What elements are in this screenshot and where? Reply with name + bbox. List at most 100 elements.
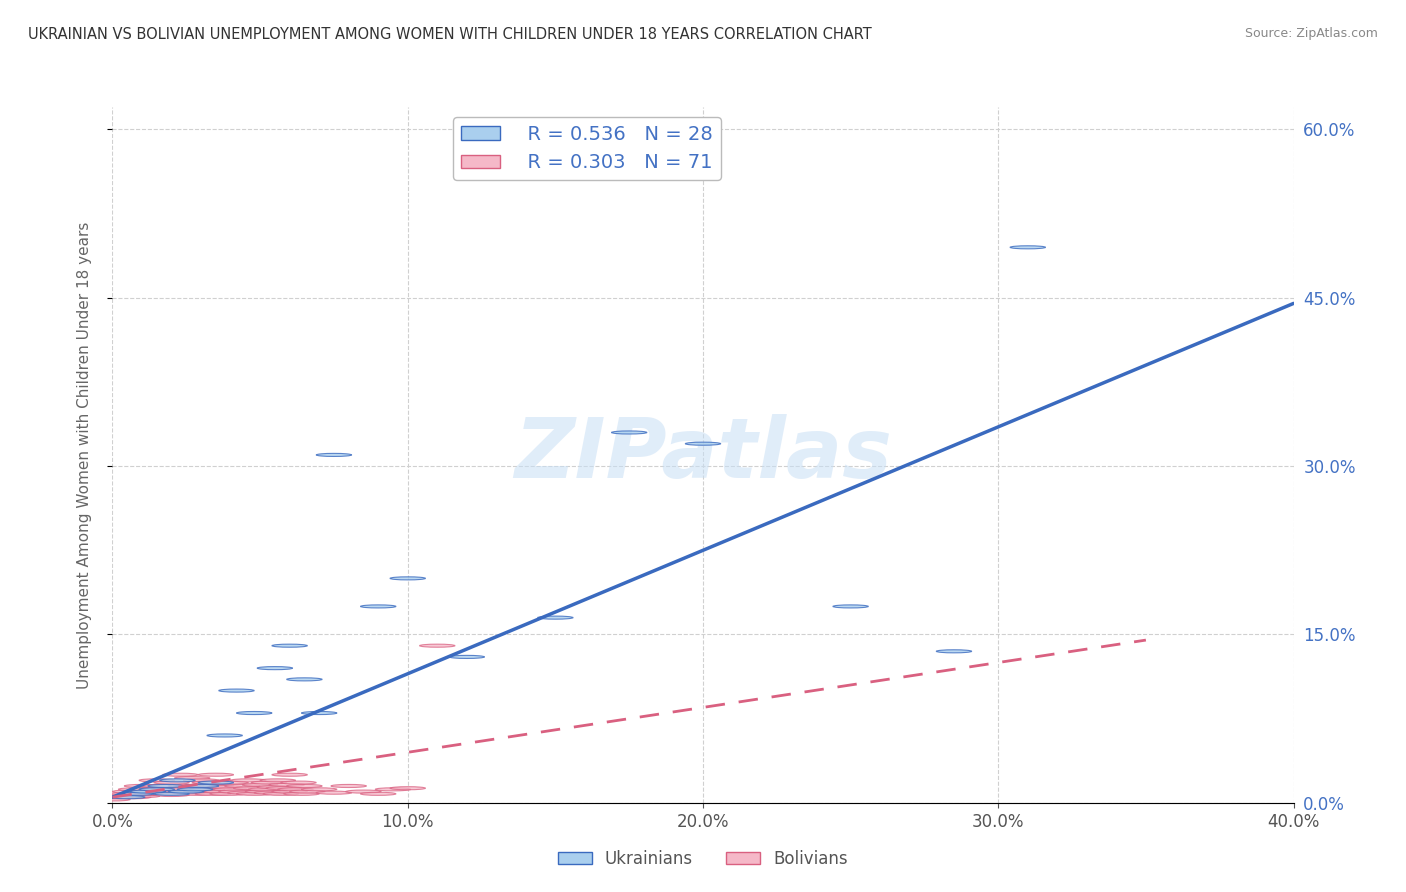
Ellipse shape	[936, 649, 972, 653]
Ellipse shape	[389, 577, 426, 580]
Ellipse shape	[287, 678, 322, 681]
Ellipse shape	[233, 787, 269, 789]
Ellipse shape	[131, 790, 166, 793]
Ellipse shape	[375, 788, 411, 791]
Ellipse shape	[118, 792, 153, 796]
Ellipse shape	[153, 793, 190, 797]
Ellipse shape	[537, 616, 574, 619]
Ellipse shape	[195, 792, 231, 796]
Text: ZIPatlas: ZIPatlas	[515, 415, 891, 495]
Ellipse shape	[163, 773, 198, 776]
Ellipse shape	[249, 788, 284, 791]
Text: UKRAINIAN VS BOLIVIAN UNEMPLOYMENT AMONG WOMEN WITH CHILDREN UNDER 18 YEARS CORR: UKRAINIAN VS BOLIVIAN UNEMPLOYMENT AMONG…	[28, 27, 872, 42]
Ellipse shape	[101, 796, 136, 798]
Ellipse shape	[207, 734, 242, 737]
Ellipse shape	[177, 792, 212, 796]
Ellipse shape	[180, 787, 217, 789]
Ellipse shape	[124, 784, 160, 788]
Ellipse shape	[134, 792, 169, 796]
Y-axis label: Unemployment Among Women with Children Under 18 years: Unemployment Among Women with Children U…	[77, 221, 91, 689]
Ellipse shape	[198, 784, 233, 788]
Ellipse shape	[219, 689, 254, 692]
Ellipse shape	[160, 779, 195, 782]
Ellipse shape	[110, 792, 145, 796]
Ellipse shape	[1010, 246, 1046, 249]
Ellipse shape	[198, 781, 233, 784]
Ellipse shape	[449, 656, 485, 658]
Ellipse shape	[177, 788, 212, 791]
Ellipse shape	[153, 781, 190, 784]
Ellipse shape	[219, 790, 254, 793]
Ellipse shape	[257, 666, 292, 670]
Ellipse shape	[212, 781, 249, 784]
Ellipse shape	[139, 788, 174, 791]
Ellipse shape	[330, 784, 367, 788]
Ellipse shape	[245, 790, 281, 793]
Ellipse shape	[209, 792, 245, 796]
Ellipse shape	[271, 773, 308, 776]
Ellipse shape	[118, 788, 153, 791]
Ellipse shape	[236, 792, 271, 796]
Ellipse shape	[160, 788, 195, 791]
Ellipse shape	[110, 796, 145, 798]
Ellipse shape	[269, 783, 304, 787]
Ellipse shape	[225, 784, 260, 788]
Ellipse shape	[212, 788, 249, 791]
Ellipse shape	[419, 644, 456, 648]
Ellipse shape	[284, 792, 319, 796]
Ellipse shape	[252, 781, 287, 784]
Ellipse shape	[148, 784, 183, 788]
Ellipse shape	[263, 792, 298, 796]
Ellipse shape	[169, 790, 204, 793]
Ellipse shape	[278, 788, 314, 791]
Ellipse shape	[290, 790, 325, 793]
Ellipse shape	[207, 786, 242, 789]
Ellipse shape	[832, 605, 869, 608]
Ellipse shape	[190, 788, 225, 791]
Legend: Ukrainians, Bolivians: Ukrainians, Bolivians	[551, 844, 855, 875]
Ellipse shape	[316, 453, 352, 457]
Ellipse shape	[260, 779, 295, 782]
Ellipse shape	[112, 790, 148, 793]
Ellipse shape	[612, 431, 647, 434]
Ellipse shape	[198, 773, 233, 776]
Ellipse shape	[316, 791, 352, 794]
Ellipse shape	[169, 784, 204, 788]
Ellipse shape	[360, 605, 396, 608]
Ellipse shape	[174, 777, 209, 780]
Ellipse shape	[204, 790, 239, 793]
Ellipse shape	[150, 788, 186, 791]
Ellipse shape	[231, 779, 266, 782]
Ellipse shape	[183, 784, 219, 788]
Ellipse shape	[183, 790, 219, 793]
Ellipse shape	[281, 781, 316, 784]
Ellipse shape	[153, 792, 190, 796]
Ellipse shape	[271, 644, 308, 648]
Ellipse shape	[121, 793, 157, 797]
Ellipse shape	[183, 779, 219, 782]
Ellipse shape	[169, 790, 204, 793]
Ellipse shape	[301, 788, 337, 791]
Ellipse shape	[236, 712, 271, 714]
Ellipse shape	[242, 783, 278, 787]
Ellipse shape	[115, 796, 150, 798]
Ellipse shape	[104, 793, 139, 797]
Ellipse shape	[389, 787, 426, 789]
Ellipse shape	[94, 798, 131, 801]
Ellipse shape	[228, 791, 263, 794]
Ellipse shape	[301, 712, 337, 714]
Ellipse shape	[257, 786, 292, 789]
Ellipse shape	[124, 795, 160, 797]
Ellipse shape	[254, 791, 290, 794]
Ellipse shape	[131, 790, 166, 793]
Ellipse shape	[145, 790, 180, 793]
Ellipse shape	[148, 792, 183, 796]
Ellipse shape	[193, 781, 228, 784]
Ellipse shape	[360, 792, 396, 796]
Ellipse shape	[172, 791, 207, 794]
Ellipse shape	[346, 790, 381, 793]
Ellipse shape	[139, 788, 174, 791]
Ellipse shape	[266, 787, 301, 789]
Ellipse shape	[139, 779, 174, 782]
Ellipse shape	[685, 442, 721, 445]
